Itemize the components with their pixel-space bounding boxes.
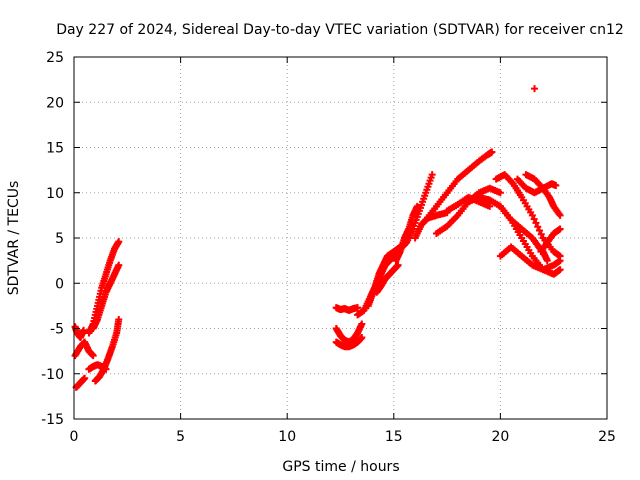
series-seg-1	[71, 323, 88, 342]
data-point	[552, 182, 560, 190]
data-point	[89, 352, 97, 360]
series-seg-26	[537, 225, 564, 256]
data-points	[71, 85, 564, 391]
series-seg-10	[332, 304, 362, 314]
x-tick-label: 5	[176, 429, 185, 445]
series-seg-8	[332, 320, 366, 346]
data-point	[358, 334, 366, 342]
data-point	[115, 315, 123, 323]
y-axis-label: SDTVAR / TECUs	[6, 181, 22, 296]
y-tick-label: 15	[46, 141, 64, 157]
data-point	[535, 226, 543, 234]
data-point	[115, 238, 123, 246]
data-point	[358, 320, 366, 328]
data-point	[556, 225, 564, 233]
series-seg-9	[332, 334, 366, 351]
series-seg-21	[496, 243, 564, 274]
data-point	[537, 230, 545, 238]
axis-ticks	[73, 56, 608, 420]
data-point	[354, 304, 362, 312]
y-tick-label: 10	[46, 186, 64, 202]
data-point	[556, 252, 564, 260]
data-point	[488, 148, 496, 156]
y-tick-label: -5	[50, 322, 64, 338]
x-tick-label: 0	[70, 429, 79, 445]
data-point	[531, 85, 539, 93]
x-tick-label: 15	[385, 429, 403, 445]
series-seg-17	[422, 148, 496, 224]
series-seg-13	[373, 261, 402, 296]
data-point	[530, 215, 538, 223]
data-point	[496, 189, 504, 197]
chart-title: Day 227 of 2024, Sidereal Day-to-day VTE…	[56, 22, 624, 38]
y-tick-labels: -15 -10 -5 0 5 10 15 20 25	[41, 50, 64, 428]
data-point	[528, 211, 536, 219]
y-tick-label: 20	[46, 95, 64, 111]
x-tick-label: 25	[598, 429, 616, 445]
series-seg-7	[91, 315, 123, 385]
series-seg-27	[531, 85, 539, 93]
series-seg-5	[89, 261, 123, 332]
data-point	[534, 223, 542, 231]
series-seg-3	[72, 374, 89, 391]
data-point	[394, 261, 402, 269]
data-point	[556, 266, 564, 274]
data-point	[80, 326, 88, 334]
data-point	[486, 202, 494, 210]
data-point	[543, 257, 551, 265]
data-point	[556, 211, 564, 219]
y-tick-label: -15	[41, 412, 64, 428]
series-seg-15	[403, 171, 436, 247]
data-point	[532, 219, 540, 227]
x-tick-label: 10	[278, 429, 296, 445]
x-tick-label: 20	[491, 429, 509, 445]
series-seg-25	[513, 175, 560, 197]
data-point	[81, 374, 89, 382]
data-point	[115, 261, 123, 269]
y-tick-label: -10	[41, 367, 64, 383]
data-point	[428, 171, 436, 179]
x-tick-labels: 0 5 10 15 20 25	[70, 429, 616, 445]
y-tick-label: 0	[55, 276, 64, 292]
y-tick-label: 25	[46, 50, 64, 66]
y-tick-label: 5	[55, 231, 64, 247]
x-axis-label: GPS time / hours	[282, 459, 399, 475]
